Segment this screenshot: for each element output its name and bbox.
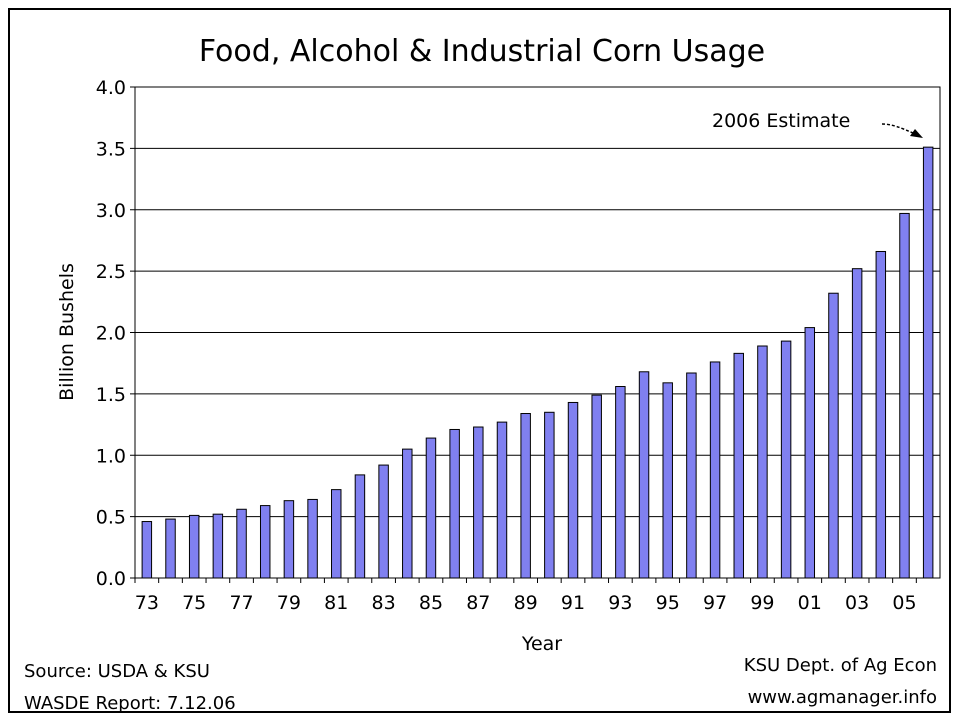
- x-tick-label: 03: [845, 592, 869, 614]
- annotation-2006-estimate: 2006 Estimate: [712, 110, 850, 132]
- footer-source: Source: USDA & KSU: [24, 661, 210, 682]
- x-tick-label: 05: [892, 592, 916, 614]
- x-tick-label: 93: [608, 592, 632, 614]
- x-axis-title: Year: [521, 633, 562, 655]
- bar-91: [567, 401, 579, 579]
- x-tick-label: 97: [703, 592, 727, 614]
- bar-92: [591, 394, 602, 579]
- bar-06: [922, 146, 934, 579]
- chart-canvas: Food, Alcohol & Industrial Corn Usage 0.…: [24, 34, 941, 714]
- y-tick-label: 1.0: [96, 445, 126, 467]
- footer-website: www.agmanager.info: [748, 687, 937, 708]
- gridlines: [130, 86, 940, 579]
- bar-94: [638, 371, 650, 579]
- x-tick-labels: 73 75 77 79 81 83 85 87 89 91 93 95 97 99 01 03 05: [134, 578, 917, 614]
- bar-03: [851, 268, 863, 579]
- x-tick-label: 91: [561, 592, 585, 614]
- x-tick-label: 01: [798, 592, 822, 614]
- y-tick-label: 3.0: [96, 200, 126, 222]
- bar-75: [188, 514, 200, 579]
- bar-86: [449, 428, 460, 579]
- bar-96: [686, 372, 697, 579]
- x-tick-label: 99: [750, 592, 774, 614]
- bar-85: [425, 437, 437, 579]
- bar-98: [733, 352, 744, 579]
- bar-82: [354, 474, 366, 579]
- bar-90: [544, 411, 555, 579]
- y-tick-label: 4.0: [96, 77, 126, 99]
- bar-83: [378, 464, 389, 579]
- chart-frame: Food, Alcohol & Industrial Corn Usage 0.…: [8, 8, 951, 714]
- bar-84: [402, 448, 413, 579]
- y-tick-label: 2.5: [96, 261, 126, 283]
- bar-76: [212, 513, 224, 579]
- bar-78: [259, 505, 271, 579]
- x-tick-label: 79: [277, 592, 301, 614]
- bar-81: [331, 489, 342, 579]
- y-axis-title: Billion Bushels: [56, 263, 78, 401]
- annotation-arrow-icon: [881, 123, 923, 138]
- x-tick-label: 73: [135, 592, 159, 614]
- x-tick-label: 77: [229, 592, 253, 614]
- y-tick-label: 3.5: [96, 138, 126, 160]
- bar-89: [520, 413, 531, 579]
- bar-88: [496, 421, 508, 579]
- x-tick-label: 87: [466, 592, 490, 614]
- x-tick-label: 85: [419, 592, 443, 614]
- bars: [141, 146, 934, 579]
- bar-80: [307, 498, 318, 579]
- footer-dept: KSU Dept. of Ag Econ: [744, 655, 937, 676]
- x-tick-label: 75: [182, 592, 206, 614]
- footer-report: WASDE Report: 7.12.06: [24, 693, 236, 714]
- bar-02: [828, 292, 839, 579]
- bar-99: [757, 345, 768, 579]
- bar-73: [141, 521, 153, 579]
- x-tick-label: 83: [372, 592, 396, 614]
- bar-93: [615, 386, 626, 579]
- bar-00: [780, 340, 792, 579]
- plot-area-border: [134, 86, 941, 579]
- y-tick-label: 1.5: [96, 384, 126, 406]
- y-tick-label: 2.0: [96, 323, 126, 345]
- bar-74: [165, 518, 176, 579]
- bar-79: [283, 500, 295, 579]
- y-tick-label: 0.5: [96, 507, 126, 529]
- chart-title: Food, Alcohol & Industrial Corn Usage: [199, 34, 765, 69]
- bar-95: [662, 382, 673, 579]
- bar-77: [236, 508, 247, 579]
- bar-97: [709, 361, 721, 579]
- y-tick-labels: 0.0 0.5 1.0 1.5 2.0 2.5 3.0 3.5 4.0: [96, 77, 126, 590]
- bar-01: [804, 327, 816, 579]
- bar-04: [875, 250, 887, 579]
- x-tick-label: 89: [514, 592, 538, 614]
- y-tick-label: 0.0: [96, 568, 126, 590]
- bar-05: [899, 212, 910, 579]
- bar-87: [473, 426, 484, 579]
- x-tick-label: 95: [656, 592, 680, 614]
- x-tick-label: 81: [324, 592, 348, 614]
